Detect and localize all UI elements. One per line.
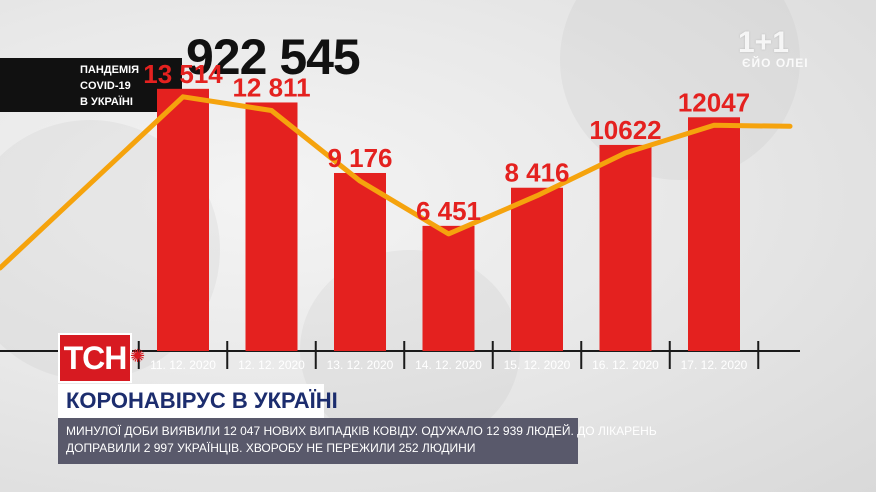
- channel-logo-subtitle: ЄЙО ОЛЕІ: [742, 56, 809, 70]
- category-label: 11. 12. 2020: [150, 358, 216, 372]
- news-ticker: МИНУЛОЇ ДОБИ ВИЯВИЛИ 12 047 НОВИХ ВИПАДК…: [58, 418, 657, 464]
- bar-value-label: 13 514: [143, 59, 223, 89]
- tsn-logo: ТСН: [58, 333, 132, 383]
- category-label: 12. 12. 2020: [238, 358, 305, 372]
- bar: [688, 117, 740, 351]
- badge-line-2: COVID-19: [80, 80, 131, 92]
- badge-line-3: В УКРАЇНІ: [80, 96, 133, 108]
- bar: [511, 187, 563, 351]
- category-label: 13. 12. 2020: [327, 358, 394, 372]
- bar: [599, 144, 652, 351]
- category-label: 15. 12. 2020: [504, 358, 571, 372]
- category-label: 16. 12. 2020: [592, 358, 659, 372]
- pandemic-badge: ПАНДЕМІЯ COVID-19 В УКРАЇНІ: [0, 58, 182, 112]
- badge-line-1: ПАНДЕМІЯ: [80, 64, 140, 76]
- bar-value-label: 10622: [589, 115, 661, 145]
- star-icon: ✺: [130, 346, 146, 366]
- bar-value-label: 6 451: [416, 196, 481, 226]
- bar-value-label: 8 416: [504, 158, 569, 188]
- ticker-line-1: МИНУЛОЇ ДОБИ ВИЯВИЛИ 12 047 НОВИХ ВИПАДК…: [66, 424, 657, 438]
- channel-logo: 1+1: [738, 26, 789, 59]
- bar: [157, 88, 209, 351]
- bar: [422, 225, 475, 351]
- trend-line: [0, 94, 793, 271]
- category-label: 17. 12. 2020: [681, 358, 748, 372]
- bar: [334, 172, 386, 351]
- bar-value-label: 9 176: [327, 143, 392, 173]
- bar-value-label: 12047: [678, 87, 750, 117]
- total-cases: 922 545: [186, 29, 361, 85]
- bar-value-label: 12 811: [232, 72, 310, 102]
- category-label: 14. 12. 2020: [415, 358, 482, 372]
- headline-banner: КОРОНАВІРУС В УКРАЇНІ: [58, 384, 338, 418]
- bar: [245, 102, 298, 351]
- ticker-line-2: ДОПРАВИЛИ 2 997 УКРАЇНЦІВ. ХВОРОБУ НЕ ПЕ…: [66, 441, 476, 455]
